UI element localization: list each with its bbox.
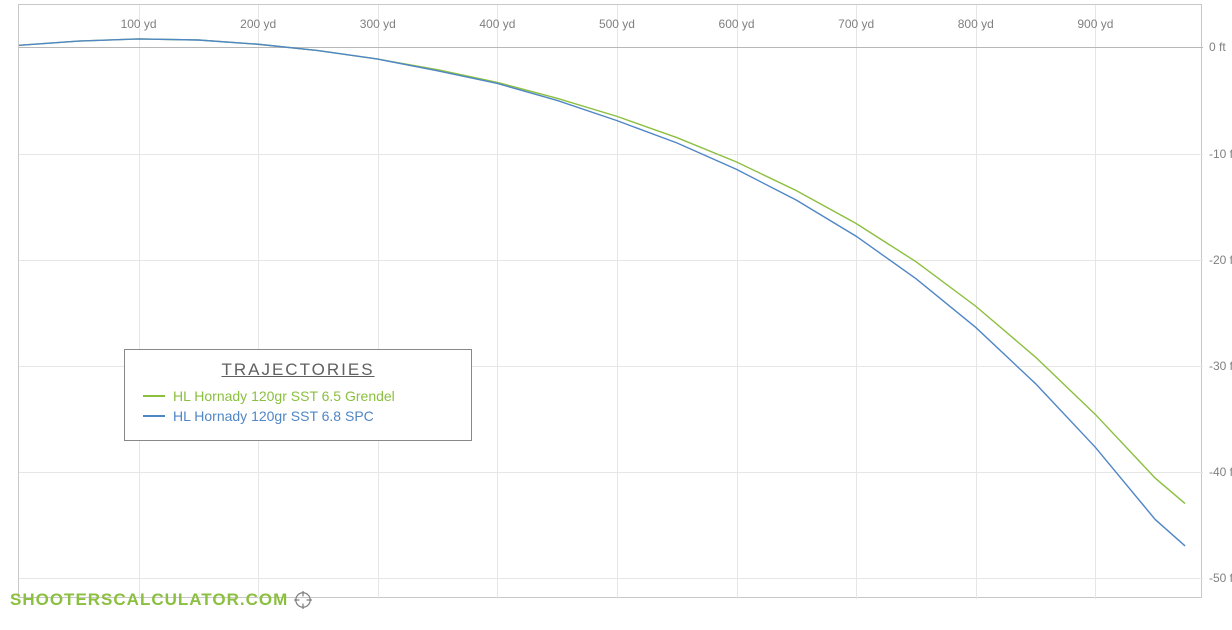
- legend-item-spc: HL Hornady 120gr SST 6.8 SPC: [143, 408, 453, 424]
- legend-item-grendel: HL Hornady 120gr SST 6.5 Grendel: [143, 388, 453, 404]
- legend-swatch: [143, 415, 165, 417]
- y-tick-label: -40 ft: [1209, 465, 1232, 479]
- series-layer: [19, 5, 1203, 599]
- y-tick-label: -30 ft: [1209, 359, 1232, 373]
- watermark: SHOOTERSCALCULATOR.COM: [10, 590, 312, 610]
- legend-label: HL Hornady 120gr SST 6.8 SPC: [173, 408, 374, 424]
- legend-swatch: [143, 395, 165, 397]
- chart-plot-area: 100 yd200 yd300 yd400 yd500 yd600 yd700 …: [18, 4, 1202, 598]
- legend: TRAJECTORIES HL Hornady 120gr SST 6.5 Gre…: [124, 349, 472, 441]
- y-tick-label: 0 ft: [1209, 40, 1226, 54]
- watermark-text: SHOOTERSCALCULATOR.COM: [10, 590, 288, 610]
- legend-title: TRAJECTORIES: [143, 360, 453, 380]
- series-line-spc: [19, 39, 1185, 546]
- y-tick-label: -50 ft: [1209, 571, 1232, 585]
- legend-label: HL Hornady 120gr SST 6.5 Grendel: [173, 388, 395, 404]
- y-tick-label: -20 ft: [1209, 253, 1232, 267]
- crosshair-icon: [294, 591, 312, 609]
- y-tick-label: -10 ft: [1209, 147, 1232, 161]
